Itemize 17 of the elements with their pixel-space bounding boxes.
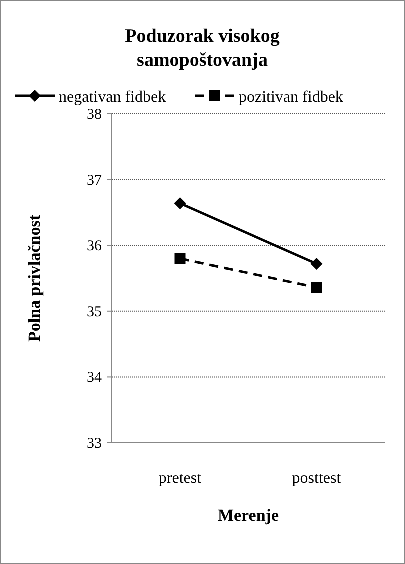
legend-label: pozitivan fidbek — [239, 89, 344, 106]
legend-label: negativan fidbek — [59, 89, 166, 106]
point — [174, 253, 186, 264]
chart-title: Poduzorak visokog samopoštovanja — [125, 26, 280, 71]
point — [310, 258, 323, 270]
y-tick-label: 35 — [87, 304, 102, 320]
y-tick-label: 37 — [87, 172, 102, 189]
x-tick-label: posttest — [292, 470, 342, 487]
y-axis-title: Polna privlačnost — [25, 214, 44, 342]
x-axis-title: Merenje — [218, 506, 280, 525]
y-tick-label: 34 — [87, 370, 102, 386]
y-tick-label: 36 — [87, 238, 102, 255]
x-tick-label: pretest — [158, 470, 202, 487]
point — [311, 282, 322, 294]
point — [174, 197, 186, 210]
y-tick-label: 33 — [87, 436, 102, 452]
y-tick-label: 38 — [87, 107, 102, 123]
